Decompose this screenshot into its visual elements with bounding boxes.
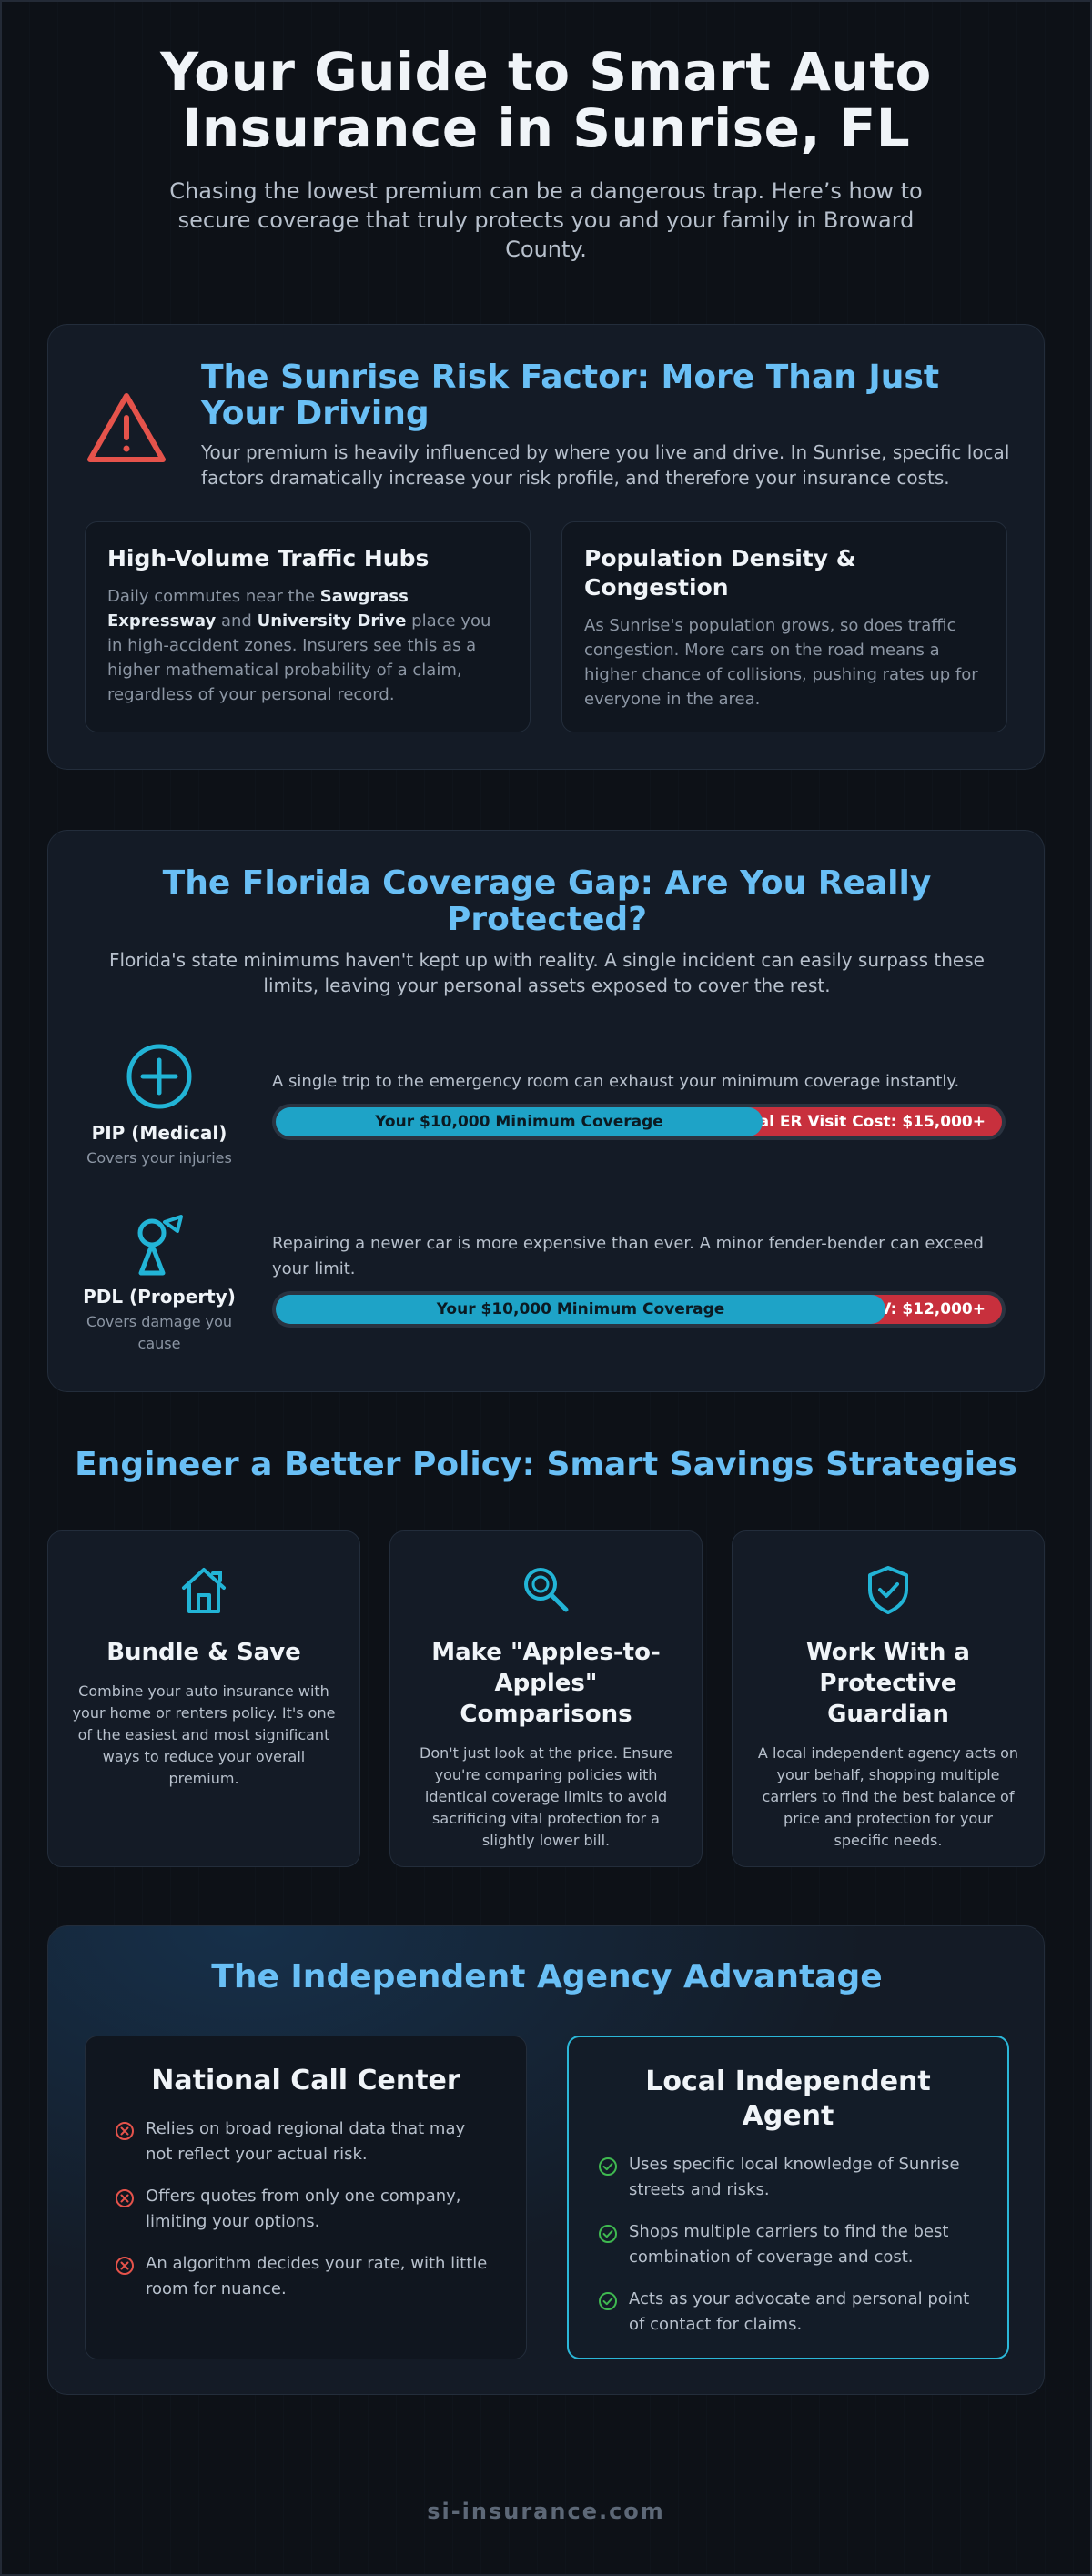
cross-circle-icon	[116, 2189, 134, 2207]
guardian-card: Work With a Protective Guardian A local …	[732, 1530, 1045, 1867]
coverage-gap-intro: Florida's state minimums haven't kept up…	[109, 949, 985, 996]
guardian-text: A local independent agency acts on your …	[757, 1744, 1019, 1849]
pip-coverage-bar: Typical ER Visit Cost: $15,000+ Your $10…	[272, 1104, 1006, 1140]
traffic-hubs-text-part: and	[216, 611, 258, 631]
list-item: Shops multiple carriers to find the best…	[598, 2219, 978, 2270]
pdl-label: PDL (Property)	[83, 1286, 236, 1308]
list-item-text: Relies on broad regional data that may n…	[146, 2119, 466, 2164]
list-item: An algorithm decides your rate, with lit…	[115, 2251, 497, 2302]
pip-minimum-bar: Your $10,000 Minimum Coverage	[276, 1107, 763, 1136]
medical-cross-icon	[126, 1044, 192, 1109]
traffic-hubs-title: High-Volume Traffic Hubs	[107, 545, 430, 571]
bundle-save-title: Bundle & Save	[106, 1639, 301, 1666]
risk-factor-section: The Sunrise Risk Factor: More Than Just …	[47, 324, 1045, 770]
list-item: Acts as your advocate and personal point…	[598, 2287, 978, 2338]
page-title-line-1: Your Guide to Smart Auto	[160, 41, 932, 103]
pip-description: A single trip to the emergency room can …	[272, 1072, 960, 1091]
house-bundle-icon	[182, 1568, 226, 1613]
traffic-hubs-text: Daily commutes near the Sawgrass Express…	[107, 584, 508, 707]
national-call-center-title: National Call Center	[151, 2065, 460, 2096]
list-item-text: An algorithm decides your rate, with lit…	[146, 2254, 488, 2298]
pip-sublabel: Covers your injuries	[86, 1149, 232, 1167]
pdl-description: Repairing a newer car is more expensive …	[272, 1234, 984, 1278]
savings-section-title: Engineer a Better Policy: Smart Savings …	[75, 1446, 1017, 1483]
bundle-save-card: Bundle & Save Combine your auto insuranc…	[47, 1530, 360, 1867]
list-item: Relies on broad regional data that may n…	[115, 2116, 497, 2167]
population-density-card: Population Density & Congestion As Sunri…	[561, 521, 1007, 732]
property-damage-icon	[137, 1215, 183, 1276]
national-call-center-list: Relies on broad regional data that may n…	[115, 2116, 497, 2302]
population-density-title: Population Density & Congestion	[584, 545, 856, 601]
compare-text: Don't just look at the price. Ensure you…	[420, 1744, 672, 1849]
check-circle-icon	[599, 2292, 617, 2310]
bundle-save-text: Combine your auto insurance with your ho…	[72, 1682, 336, 1787]
risk-section-title: The Sunrise Risk Factor: More Than Just …	[201, 359, 940, 432]
list-item-text: Offers quotes from only one company, lim…	[146, 2187, 461, 2231]
risk-section-intro: Your premium is heavily influenced by wh…	[201, 441, 1010, 489]
list-item: Offers quotes from only one company, lim…	[115, 2184, 497, 2235]
check-circle-icon	[599, 2225, 617, 2243]
national-call-center-card: National Call Center Relies on broad reg…	[85, 2036, 527, 2359]
local-independent-agent-list: Uses specific local knowledge of Sunrise…	[598, 2152, 978, 2338]
traffic-hubs-text-part: place you in high-accident zones. Insure…	[107, 611, 491, 704]
guardian-title: Work With a Protective Guardian	[806, 1639, 970, 1728]
pdl-sublabel: Covers damage you cause	[86, 1313, 233, 1352]
shield-check-icon	[868, 1566, 908, 1614]
traffic-hubs-card: High-Volume Traffic Hubs Daily commutes …	[85, 521, 531, 732]
page-title-line-2: Insurance in Sunrise, FL	[181, 97, 911, 159]
sawgrass-expressway-label: Sawgrass Expressway	[107, 587, 409, 631]
list-item-text: Acts as your advocate and personal point…	[629, 2289, 970, 2334]
compare-card: Make "Apples-to-Apples" Comparisons Don'…	[389, 1530, 703, 1867]
university-drive-label: University Drive	[257, 611, 407, 631]
agency-section-title: The Independent Agency Advantage	[211, 1958, 883, 1995]
warning-triangle-icon	[87, 393, 166, 462]
local-independent-agent-card: Local Independent Agent Uses specific lo…	[567, 2036, 1009, 2359]
population-density-text: As Sunrise's population grows, so does t…	[584, 616, 978, 709]
magnifier-icon	[524, 1568, 569, 1612]
cross-circle-icon	[116, 2257, 134, 2275]
page-subtitle: Chasing the lowest premium can be a dang…	[169, 178, 923, 262]
pip-label: PIP (Medical)	[91, 1122, 228, 1144]
compare-title: Make "Apples-to-Apples" Comparisons	[431, 1639, 661, 1728]
agency-advantage-section: The Independent Agency Advantage Nationa…	[47, 1925, 1045, 2395]
local-independent-agent-title: Local Independent Agent	[645, 2066, 931, 2132]
footer-site-link[interactable]: si-insurance.com	[427, 2499, 665, 2524]
cross-circle-icon	[116, 2122, 134, 2140]
list-item: Uses specific local knowledge of Sunrise…	[598, 2152, 978, 2203]
hero: Your Guide to Smart Auto Insurance in Su…	[91, 44, 1001, 264]
pip-cost-label: Typical ER Visit Cost: $15,000+	[713, 1113, 986, 1131]
coverage-gap-section: The Florida Coverage Gap: Are You Really…	[47, 830, 1045, 1392]
check-circle-icon	[599, 2157, 617, 2176]
list-item-text: Shops multiple carriers to find the best…	[629, 2222, 949, 2267]
list-item-text: Uses specific local knowledge of Sunrise…	[629, 2155, 960, 2199]
page-title: Your Guide to Smart Auto Insurance in Su…	[91, 44, 1001, 157]
pdl-coverage-bar: Avg. Repair on New SUV: $12,000+ Your $1…	[272, 1291, 1006, 1328]
pdl-minimum-bar: Your $10,000 Minimum Coverage	[276, 1295, 885, 1324]
coverage-gap-title: The Florida Coverage Gap: Are You Really…	[162, 864, 932, 938]
traffic-hubs-text-part: Daily commutes near the	[107, 587, 320, 606]
